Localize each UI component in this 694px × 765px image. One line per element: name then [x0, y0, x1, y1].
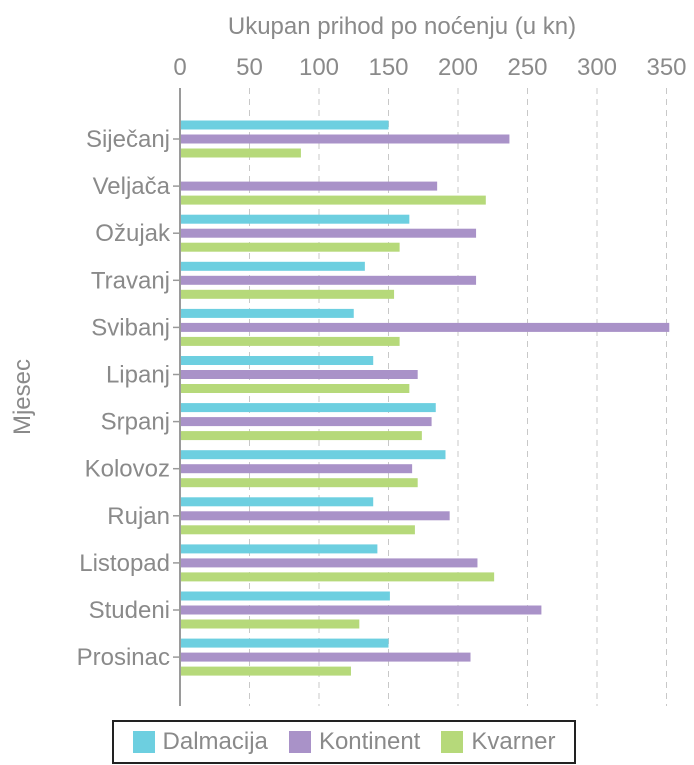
- category-label: Studeni: [89, 597, 170, 624]
- x-tick-label: 300: [577, 54, 617, 81]
- x-tick-label: 150: [368, 54, 408, 81]
- bar-kvarner: [180, 666, 351, 676]
- bar-kontinent: [180, 652, 471, 662]
- bar-dalmacija: [180, 544, 378, 554]
- y-axis-title: Mjesec: [9, 359, 36, 435]
- bar-kvarner: [180, 242, 400, 252]
- bar-dalmacija: [180, 638, 389, 648]
- bar-kvarner: [180, 336, 400, 346]
- category-label: Listopad: [79, 550, 170, 577]
- bar-kvarner: [180, 431, 422, 441]
- legend-item-dalmacija: Dalmacija: [132, 728, 268, 756]
- category-label: Rujan: [107, 503, 170, 530]
- legend-label-kvarner: Kvarner: [471, 728, 556, 755]
- category-label: Kolovoz: [85, 456, 170, 483]
- bar-kontinent: [180, 228, 477, 238]
- x-tick-label: 50: [236, 54, 263, 81]
- category-label: Lipanj: [106, 362, 170, 389]
- x-tick-label: 350: [646, 54, 686, 81]
- category-label: Prosinac: [77, 644, 170, 671]
- bar-kvarner: [180, 619, 360, 629]
- bar-kontinent: [180, 370, 418, 379]
- bar-dalmacija: [180, 356, 374, 365]
- bars-layer: [180, 120, 670, 676]
- bar-kvarner: [180, 289, 395, 299]
- legend: Dalmacija Kontinent Kvarner: [112, 720, 576, 764]
- bar-dalmacija: [180, 450, 446, 460]
- bar-kvarner: [180, 195, 486, 205]
- bar-dalmacija: [180, 403, 436, 413]
- bar-kvarner: [180, 572, 495, 582]
- bar-kvarner: [180, 148, 301, 158]
- axis-layer: 0 50 100 150 200 250 300 350 Siječanj Veljača Ožuj…: [77, 54, 687, 706]
- bar-kvarner: [180, 478, 418, 488]
- x-tick-label: 0: [173, 54, 186, 81]
- bar-kontinent: [180, 464, 413, 474]
- category-label: Veljača: [93, 173, 171, 200]
- category-label: Ožujak: [95, 220, 171, 247]
- bar-dalmacija: [180, 591, 390, 601]
- bar-dalmacija: [180, 497, 374, 507]
- bar-dalmacija: [180, 261, 365, 271]
- bar-kontinent: [180, 181, 438, 191]
- x-axis-title: Ukupan prihod po noćenju (u kn): [228, 13, 576, 40]
- legend-item-kvarner: Kvarner: [441, 728, 555, 756]
- legend-swatch-kvarner: [441, 731, 464, 753]
- bar-kvarner: [180, 384, 410, 393]
- legend-label-dalmacija: Dalmacija: [162, 728, 268, 755]
- grid-layer: [249, 88, 667, 706]
- bar-kontinent: [180, 558, 478, 568]
- bar-kvarner: [180, 525, 415, 535]
- legend-item-kontinent: Kontinent: [288, 728, 421, 756]
- legend-swatch-kontinent: [288, 731, 311, 753]
- bar-dalmacija: [180, 120, 389, 130]
- legend-label-kontinent: Kontinent: [318, 728, 421, 755]
- x-tick-label: 250: [507, 54, 547, 81]
- chart-svg: 0 50 100 150 200 250 300 350 Siječanj Veljača Ožuj…: [9, 13, 687, 706]
- bar-kontinent: [180, 417, 432, 427]
- bar-kontinent: [180, 322, 670, 332]
- x-tick-label: 100: [299, 54, 339, 81]
- bar-kontinent: [180, 134, 510, 144]
- bar-dalmacija: [180, 308, 354, 318]
- category-label: Travanj: [91, 267, 170, 294]
- x-tick-label: 200: [438, 54, 478, 81]
- bar-kontinent: [180, 275, 477, 285]
- legend-swatch-dalmacija: [132, 731, 155, 753]
- category-label: Srpanj: [101, 409, 170, 436]
- bar-dalmacija: [180, 214, 410, 224]
- bar-kontinent: [180, 605, 542, 615]
- category-label: Siječanj: [86, 126, 170, 153]
- category-label: Svibanj: [91, 314, 170, 341]
- bar-kontinent: [180, 511, 450, 521]
